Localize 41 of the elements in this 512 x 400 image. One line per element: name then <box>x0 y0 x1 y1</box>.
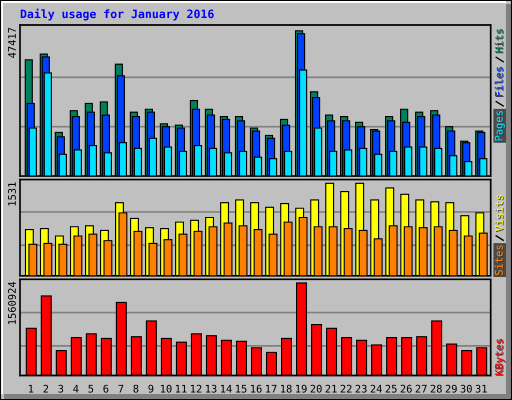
x-tick-label: 5 <box>88 384 94 393</box>
x-tick-label: 28 <box>430 384 442 393</box>
x-tick-label: 29 <box>446 384 457 393</box>
x-tick-label: 6 <box>103 384 108 393</box>
x-tick-label: 25 <box>386 384 397 393</box>
x-tick-label: 18 <box>281 384 292 393</box>
x-tick-label: 31 <box>476 384 487 393</box>
x-tick-label: 9 <box>148 384 154 393</box>
x-tick-label: 19 <box>296 384 307 393</box>
x-tick-label: 8 <box>133 384 138 393</box>
x-tick-label: 24 <box>370 384 382 392</box>
x-tick-label: 27 <box>416 384 427 392</box>
x-tick-label: 13 <box>206 384 216 393</box>
x-tick-label: 14 <box>220 384 232 392</box>
x-tick-label: 16 <box>251 384 262 393</box>
x-tick-label: 30 <box>460 384 472 393</box>
x-tick-label: 2 <box>43 384 48 392</box>
text: KBytes <box>495 338 506 376</box>
x-tick-label: 20 <box>310 384 322 393</box>
text: 1531 <box>8 182 16 206</box>
x-tick-label: 23 <box>356 384 367 393</box>
x-tick-label: 3 <box>58 384 64 393</box>
x-tick-label: 21 <box>326 384 337 392</box>
x-tick-label: 1 <box>28 384 34 392</box>
x-tick-label: 12 <box>190 384 202 392</box>
x-tick-label: 7 <box>118 384 124 392</box>
x-tick-label: 15 <box>236 384 246 393</box>
x-tick-label: 22 <box>340 384 352 392</box>
x-tick-label: 4 <box>73 384 78 392</box>
x-tick-label: 17 <box>266 384 277 392</box>
x-tick-label: 26 <box>400 384 412 393</box>
text: 1560924 <box>8 282 16 324</box>
x-tick-label: 10 <box>160 384 172 393</box>
x-tick-label: 11 <box>176 384 187 392</box>
text: Visits <box>494 194 504 232</box>
legend-label: Files <box>494 66 504 98</box>
legend-label: Pages <box>494 111 506 142</box>
chart-title: Daily usage for January 2016 <box>20 8 214 20</box>
text: 47417 <box>8 28 16 58</box>
text: Hits <box>494 28 504 54</box>
legend-label: Sites <box>494 245 504 276</box>
